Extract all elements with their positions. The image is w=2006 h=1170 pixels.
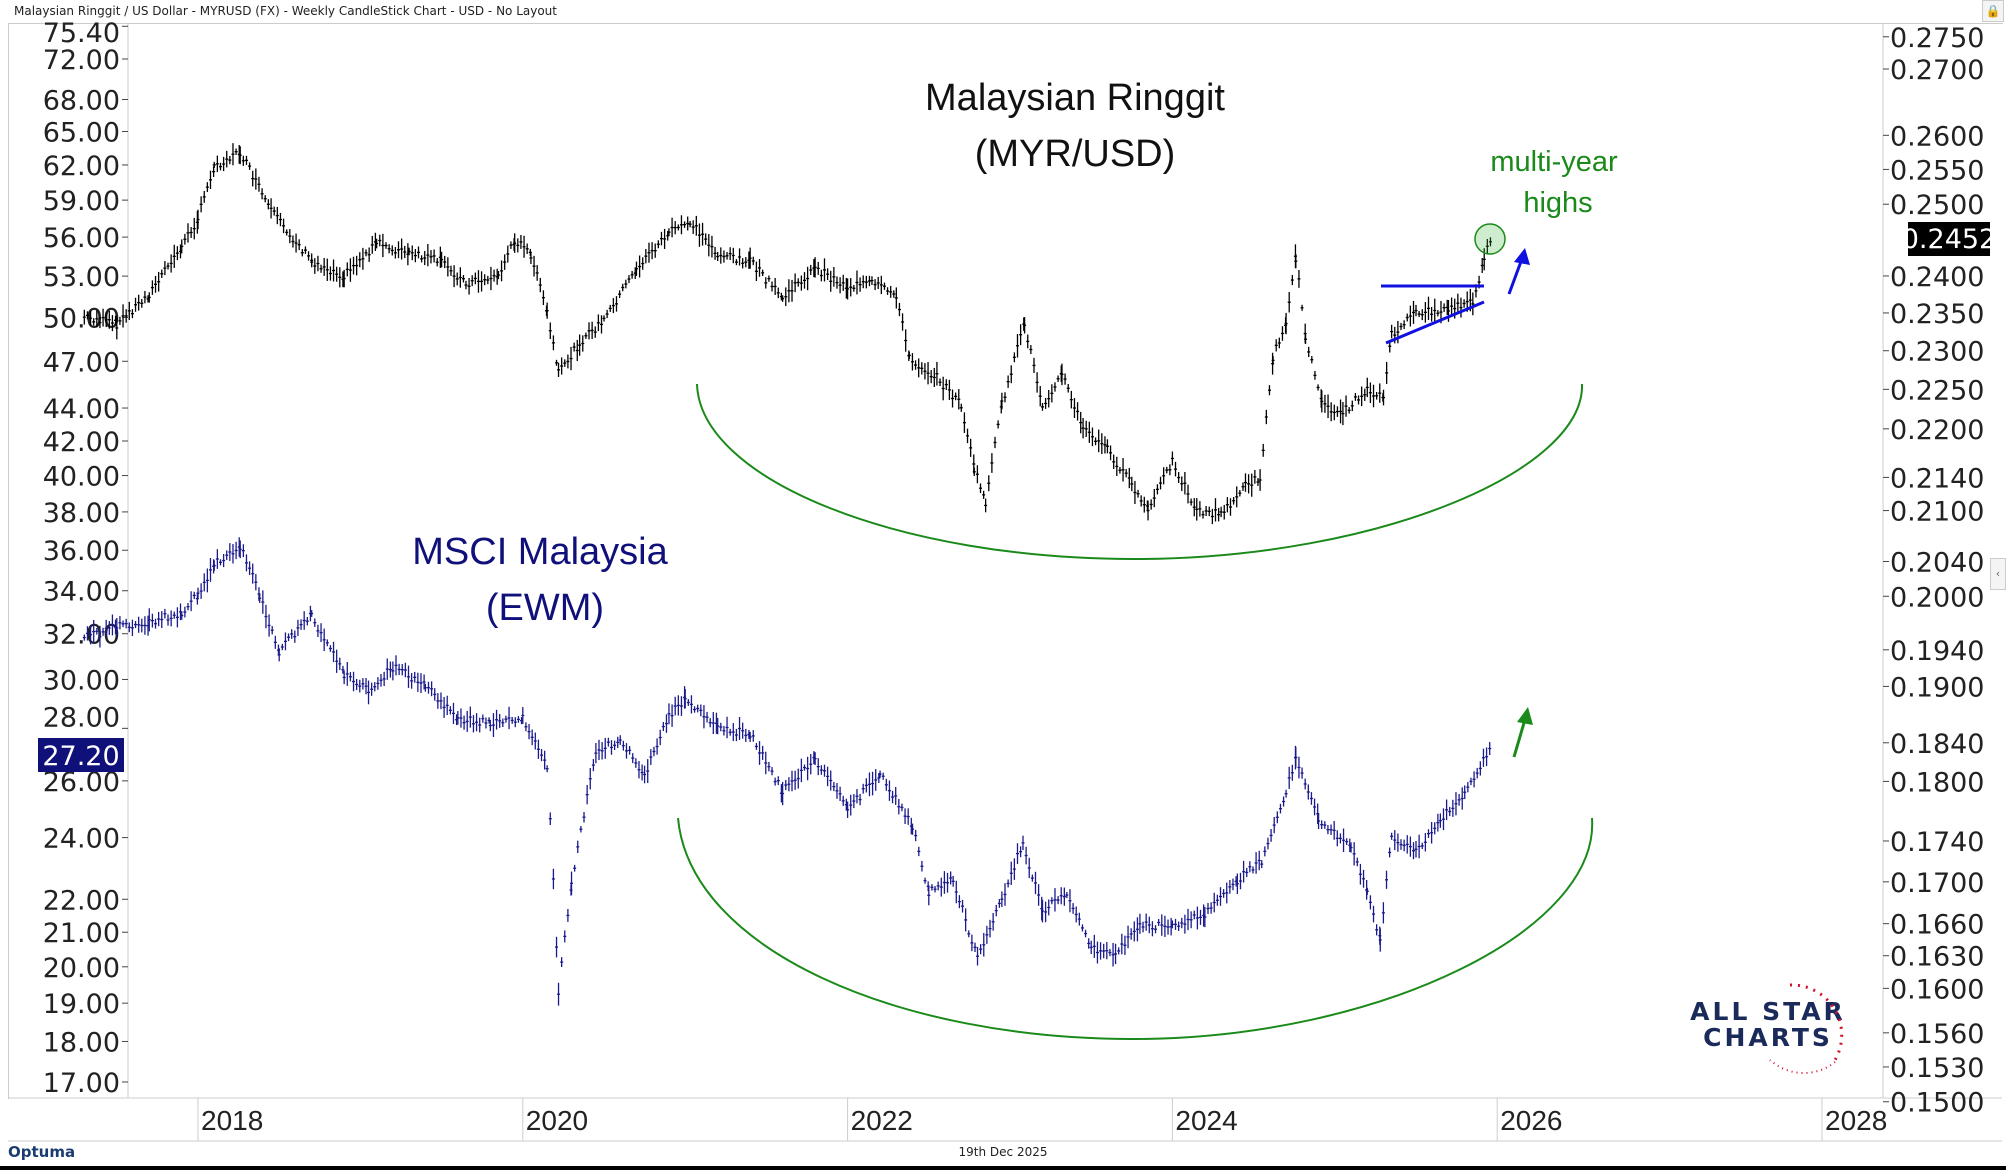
bottom-bar xyxy=(0,1166,2006,1170)
green-arrow-icon xyxy=(1512,707,1533,758)
series-ewm xyxy=(82,537,1492,1006)
x-tick-label: 2024 xyxy=(1175,1105,1237,1136)
annotation-title-top-1: Malaysian Ringgit xyxy=(925,77,1225,119)
lock-icon[interactable]: 🔒 xyxy=(1982,0,2004,22)
last-value-myr: 0.2452 xyxy=(1902,224,1996,255)
right-axis-label: 0.1600 xyxy=(1890,974,1984,1005)
left-axis-label: 17.00 xyxy=(43,1068,120,1099)
all-star-charts-logo: ALL STAR CHARTS xyxy=(1690,983,1846,1075)
blue-arrow-icon xyxy=(1507,248,1530,295)
footer-date: 19th Dec 2025 xyxy=(958,1145,1048,1159)
rounding-bottom-arc-myr xyxy=(696,383,1584,561)
right-axis-label: 0.1700 xyxy=(1890,868,1984,899)
left-axis-label: 44.00 xyxy=(43,394,120,425)
left-axis-label: 32.00 xyxy=(43,620,120,651)
last-value-badge-myr xyxy=(1908,222,1990,256)
left-axis-label: 56.00 xyxy=(43,223,120,254)
right-axis-label: 0.1800 xyxy=(1890,767,1984,798)
right-axis-label: 0.2550 xyxy=(1890,155,1984,186)
right-axis-label: 0.1940 xyxy=(1890,636,1984,667)
left-axis-label: 40.00 xyxy=(43,462,120,493)
right-axis-label: 0.2600 xyxy=(1890,121,1984,152)
right-axis-label: 0.2700 xyxy=(1890,55,1984,86)
left-axis-label: 36.00 xyxy=(43,536,120,567)
last-value-ewm: 27.20 xyxy=(42,741,119,772)
left-axis-label: 20.00 xyxy=(43,953,120,984)
right-axis-label: 0.2200 xyxy=(1890,415,1984,446)
annotation-title-bottom-1: MSCI Malaysia xyxy=(412,531,668,573)
right-axis-label: 0.2750 xyxy=(1890,23,1984,54)
left-axis-label: 34.00 xyxy=(43,577,120,608)
right-axis-label: 0.2500 xyxy=(1890,190,1984,221)
right-axis-label: 0.2140 xyxy=(1890,463,1984,494)
highlight-circle xyxy=(1474,223,1506,255)
left-axis-label: 42.00 xyxy=(43,427,120,458)
left-axis-label: 65.00 xyxy=(43,117,120,148)
right-axis-label: 0.1500 xyxy=(1890,1088,1984,1119)
right-axis-label: 0.1560 xyxy=(1890,1019,1984,1050)
left-axis-label: 53.00 xyxy=(43,262,120,293)
support-trendline xyxy=(1385,300,1485,345)
left-axis-label: 19.00 xyxy=(43,989,120,1020)
x-tick-label: 2020 xyxy=(526,1105,588,1136)
right-axis-label: 0.2350 xyxy=(1890,299,1984,330)
series-myr xyxy=(82,143,1492,525)
annotation-note-1: multi-year xyxy=(1490,146,1618,178)
right-axis-label: 0.2400 xyxy=(1890,262,1984,293)
right-axis-label: 0.1630 xyxy=(1890,942,1984,973)
right-axis-label: 0.2040 xyxy=(1890,547,1984,578)
right-axis-label: 0.1530 xyxy=(1890,1053,1984,1084)
x-tick-label: 2018 xyxy=(201,1105,263,1136)
left-axis-label: 30.00 xyxy=(43,665,120,696)
chart-frame xyxy=(8,23,2003,1099)
left-axis-label: 18.00 xyxy=(43,1027,120,1058)
left-axis-label: 26.00 xyxy=(43,767,120,798)
annotation-title-top-2: (MYR/USD) xyxy=(975,133,1176,175)
right-axis-label: 0.1660 xyxy=(1890,910,1984,941)
left-axis-label: 50.00 xyxy=(43,303,120,334)
left-axis-label: 22.00 xyxy=(43,885,120,916)
svg-text:ALL STAR: ALL STAR xyxy=(1690,997,1846,1026)
rounding-bottom-arc-ewm xyxy=(677,817,1594,1041)
right-axis-label: 0.1840 xyxy=(1890,729,1984,760)
optuma-logo: Optuma xyxy=(8,1143,76,1161)
x-tick-label: 2028 xyxy=(1825,1105,1887,1136)
svg-text:CHARTS: CHARTS xyxy=(1703,1023,1833,1052)
right-axis-label: 0.2300 xyxy=(1890,337,1984,368)
chart-header-title: Malaysian Ringgit / US Dollar - MYRUSD (… xyxy=(14,4,557,18)
last-value-badge-ewm xyxy=(38,738,124,772)
left-axis-label: 21.00 xyxy=(43,918,120,949)
x-tick-label: 2026 xyxy=(1500,1105,1562,1136)
right-axis-label: 0.1740 xyxy=(1890,827,1984,858)
left-axis-label: 28.00 xyxy=(43,702,120,733)
left-axis-label: 59.00 xyxy=(43,186,120,217)
left-axis-label: 47.00 xyxy=(43,347,120,378)
right-axis-label: 0.1900 xyxy=(1890,672,1984,703)
left-axis-label: 68.00 xyxy=(43,86,120,117)
left-axis-label: 75.40 xyxy=(43,18,120,49)
left-axis-label: 72.00 xyxy=(43,45,120,76)
left-axis-label: 62.00 xyxy=(43,151,120,182)
annotation-note-2: highs xyxy=(1523,187,1592,219)
chevron-left-icon[interactable]: ‹ xyxy=(1990,558,2006,590)
right-axis-label: 0.2100 xyxy=(1890,497,1984,528)
right-axis-label: 0.2000 xyxy=(1890,582,1984,613)
left-axis-label: 38.00 xyxy=(43,498,120,529)
left-axis-label: 24.00 xyxy=(43,824,120,855)
x-tick-label: 2022 xyxy=(851,1105,913,1136)
annotation-title-bottom-2: (EWM) xyxy=(486,587,604,629)
right-axis-label: 0.2250 xyxy=(1890,375,1984,406)
